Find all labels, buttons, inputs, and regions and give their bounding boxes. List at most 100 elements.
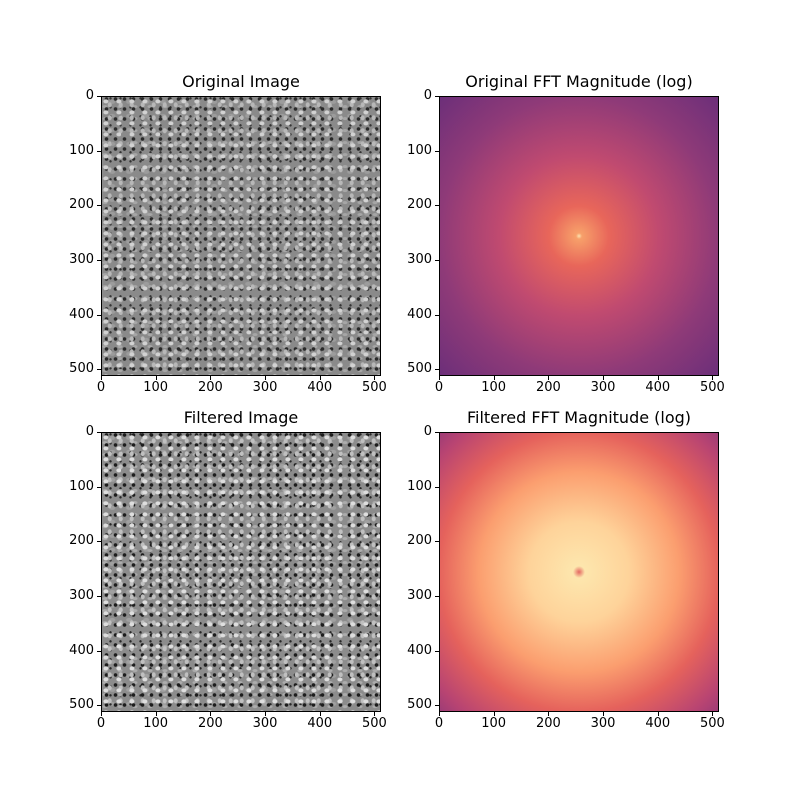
original-image-plot bbox=[101, 96, 381, 376]
x-tick-mark bbox=[439, 376, 440, 380]
x-tick-mark bbox=[712, 712, 714, 716]
y-tick-mark bbox=[97, 369, 101, 371]
x-tick-label: 300 bbox=[252, 380, 278, 395]
x-tick-mark bbox=[265, 376, 267, 380]
y-tick-mark bbox=[435, 150, 439, 152]
y-tick-label: 100 bbox=[407, 478, 432, 494]
x-tick-mark bbox=[319, 712, 321, 716]
x-tick-mark bbox=[210, 376, 212, 380]
x-tick-mark bbox=[712, 376, 714, 380]
original-image-title: Original Image bbox=[182, 72, 300, 91]
x-tick-label: 500 bbox=[700, 716, 725, 731]
y-tick-mark bbox=[97, 705, 101, 707]
x-tick-mark bbox=[548, 712, 550, 716]
filtered-fft-plot bbox=[439, 432, 719, 712]
x-tick-label: 500 bbox=[700, 380, 725, 395]
x-tick-mark bbox=[319, 376, 321, 380]
x-tick-label: 0 bbox=[96, 716, 106, 731]
y-tick-label: 500 bbox=[407, 361, 432, 377]
y-tick-label: 300 bbox=[407, 588, 432, 604]
y-tick-mark bbox=[97, 432, 101, 433]
x-tick-mark bbox=[210, 712, 212, 716]
y-tick-mark bbox=[97, 541, 101, 543]
y-tick-mark bbox=[435, 705, 439, 707]
x-tick-label: 500 bbox=[362, 380, 387, 395]
y-tick-mark bbox=[435, 596, 439, 598]
x-tick-label: 200 bbox=[535, 380, 561, 395]
x-tick-mark bbox=[439, 712, 440, 716]
x-tick-label: 200 bbox=[535, 716, 561, 731]
y-tick-mark bbox=[435, 314, 439, 316]
x-tick-label: 300 bbox=[590, 716, 616, 731]
y-tick-mark bbox=[97, 596, 101, 598]
y-tick-label: 200 bbox=[69, 533, 94, 549]
y-tick-mark bbox=[97, 150, 101, 152]
x-tick-label: 300 bbox=[252, 716, 278, 731]
x-tick-mark bbox=[155, 376, 157, 380]
x-tick-label: 200 bbox=[197, 380, 223, 395]
x-tick-mark bbox=[101, 376, 102, 380]
x-tick-label: 100 bbox=[143, 716, 169, 731]
y-tick-label: 100 bbox=[407, 142, 432, 158]
y-tick-mark bbox=[435, 205, 439, 207]
y-tick-mark bbox=[97, 96, 101, 97]
x-tick-mark bbox=[265, 712, 267, 716]
filtered-image-plot bbox=[101, 432, 381, 712]
x-tick-label: 500 bbox=[362, 716, 387, 731]
y-tick-label: 200 bbox=[407, 197, 432, 213]
y-tick-mark bbox=[435, 260, 439, 262]
x-tick-label: 100 bbox=[143, 380, 169, 395]
x-tick-mark bbox=[374, 376, 376, 380]
x-tick-label: 400 bbox=[307, 716, 333, 731]
y-tick-mark bbox=[435, 541, 439, 543]
original-fft-title: Original FFT Magnitude (log) bbox=[465, 72, 693, 91]
x-tick-label: 0 bbox=[96, 380, 106, 395]
y-tick-label: 100 bbox=[69, 478, 94, 494]
y-tick-mark bbox=[435, 486, 439, 488]
y-tick-label: 400 bbox=[69, 642, 94, 658]
filtered-image-title: Filtered Image bbox=[183, 408, 299, 427]
y-tick-label: 200 bbox=[407, 533, 432, 549]
y-tick-label: 0 bbox=[423, 88, 432, 103]
y-tick-mark bbox=[97, 486, 101, 488]
x-tick-label: 400 bbox=[645, 716, 671, 731]
y-tick-label: 400 bbox=[407, 306, 432, 322]
y-tick-mark bbox=[435, 369, 439, 371]
y-tick-label: 400 bbox=[69, 306, 94, 322]
y-tick-label: 200 bbox=[69, 197, 94, 213]
y-tick-label: 300 bbox=[69, 588, 94, 604]
y-tick-label: 0 bbox=[85, 424, 94, 439]
y-tick-label: 0 bbox=[423, 424, 432, 439]
y-tick-mark bbox=[97, 650, 101, 652]
x-tick-mark bbox=[603, 376, 605, 380]
x-tick-mark bbox=[657, 712, 659, 716]
y-tick-mark bbox=[97, 260, 101, 262]
filtered-fft-title: Filtered FFT Magnitude (log) bbox=[466, 408, 692, 427]
x-tick-label: 0 bbox=[434, 380, 444, 395]
x-tick-mark bbox=[657, 376, 659, 380]
y-tick-mark bbox=[435, 650, 439, 652]
x-tick-mark bbox=[493, 712, 495, 716]
x-tick-label: 300 bbox=[590, 380, 616, 395]
y-tick-label: 500 bbox=[407, 697, 432, 713]
x-tick-mark bbox=[155, 712, 157, 716]
y-tick-label: 300 bbox=[69, 252, 94, 268]
x-tick-mark bbox=[374, 712, 376, 716]
y-tick-mark bbox=[97, 205, 101, 207]
y-tick-label: 300 bbox=[407, 252, 432, 268]
x-tick-label: 0 bbox=[434, 716, 444, 731]
y-tick-label: 0 bbox=[85, 88, 94, 103]
x-tick-mark bbox=[493, 376, 495, 380]
y-tick-label: 500 bbox=[69, 697, 94, 713]
x-tick-mark bbox=[101, 712, 102, 716]
y-tick-label: 100 bbox=[69, 142, 94, 158]
x-tick-mark bbox=[603, 712, 605, 716]
y-tick-mark bbox=[435, 432, 439, 433]
y-tick-mark bbox=[435, 96, 439, 97]
x-tick-label: 100 bbox=[481, 716, 507, 731]
original-fft-plot bbox=[439, 96, 719, 376]
x-tick-mark bbox=[548, 376, 550, 380]
y-tick-mark bbox=[97, 314, 101, 316]
x-tick-label: 400 bbox=[645, 380, 671, 395]
x-tick-label: 100 bbox=[481, 380, 507, 395]
